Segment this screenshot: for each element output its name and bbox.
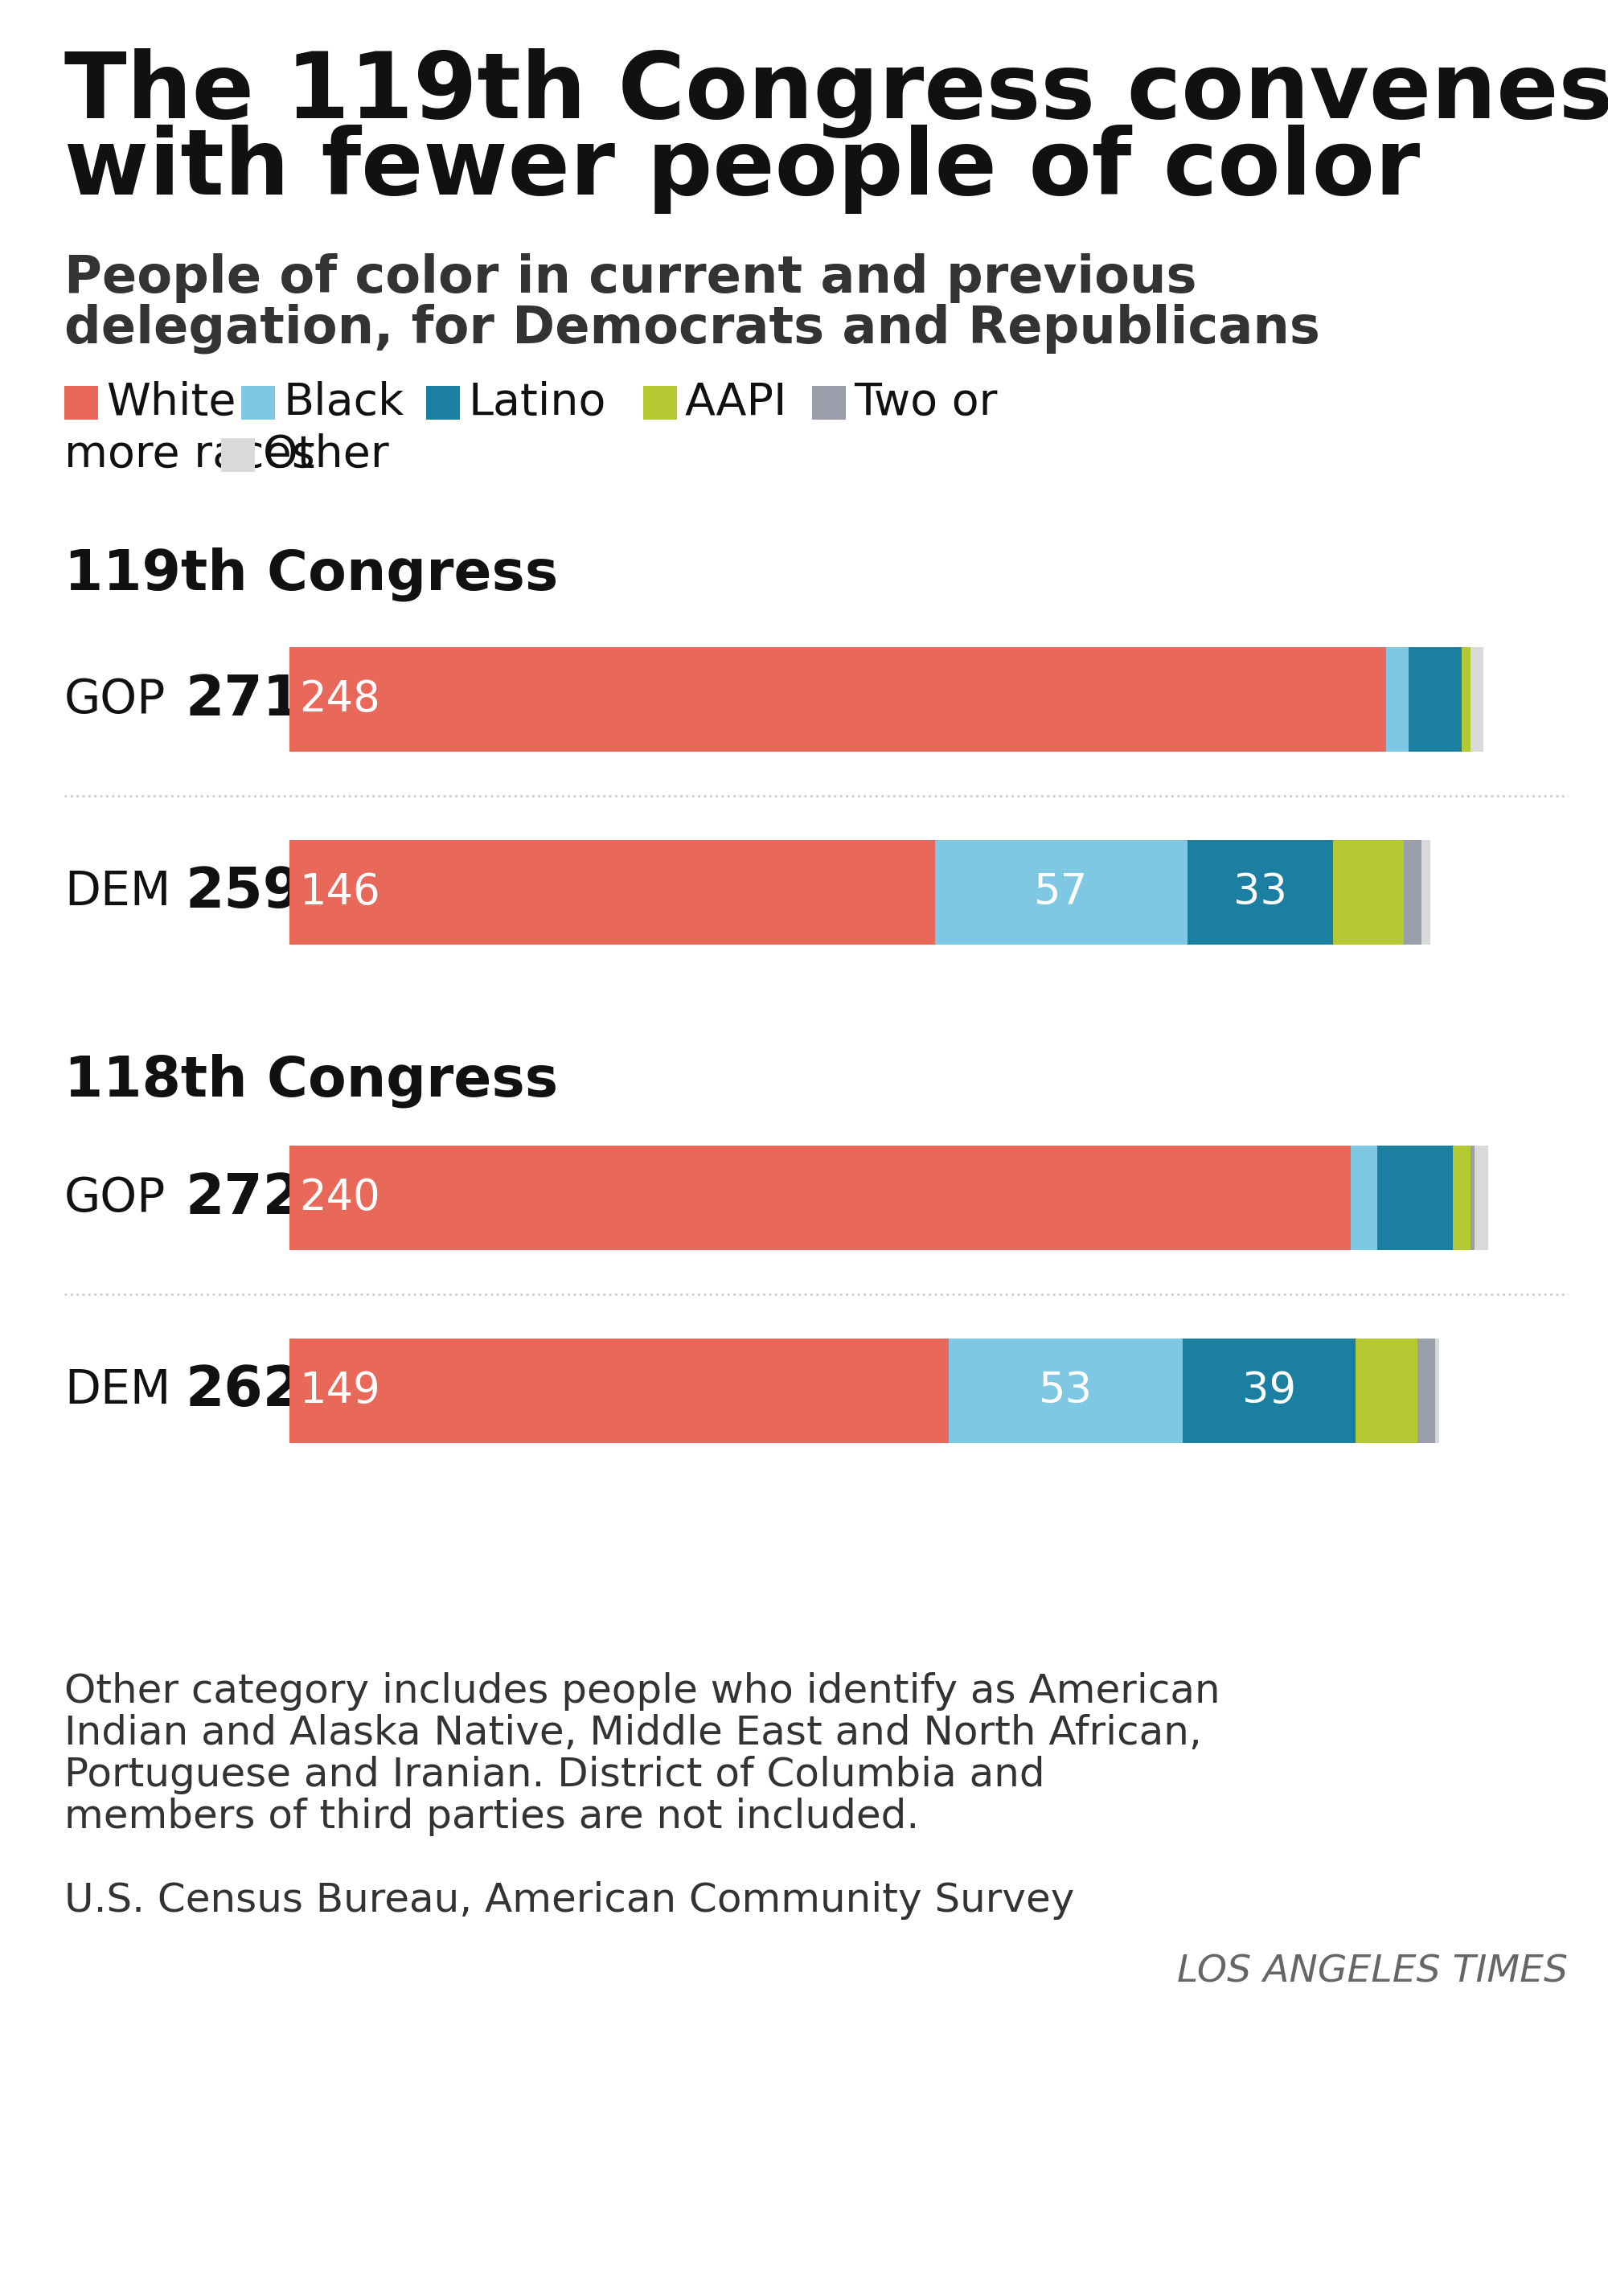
Text: GOP: GOP [64, 677, 166, 723]
Text: AAPI: AAPI [685, 381, 788, 425]
Bar [1475, 1146, 1487, 1249]
Text: GOP: GOP [64, 1176, 166, 1221]
Text: Other: Other [264, 434, 389, 478]
Text: People of color in current and previous: People of color in current and previous [64, 253, 1196, 303]
Bar [222, 439, 254, 473]
Text: White: White [106, 381, 236, 425]
Text: Latino: Latino [468, 381, 606, 425]
Bar [1351, 1146, 1376, 1249]
Bar [949, 1339, 1183, 1444]
Text: 53: 53 [1039, 1371, 1092, 1412]
Bar [812, 386, 846, 420]
Bar [1386, 647, 1409, 751]
Text: 272: 272 [185, 1171, 302, 1224]
Text: members of third parties are not included.: members of third parties are not include… [64, 1798, 920, 1837]
Bar [1183, 1339, 1356, 1444]
Text: more races: more races [64, 434, 315, 478]
Bar [1452, 1146, 1470, 1249]
Bar [1470, 647, 1483, 751]
Bar [1333, 840, 1404, 944]
Bar [64, 386, 98, 420]
Text: 39: 39 [1241, 1371, 1296, 1412]
Bar [1404, 840, 1421, 944]
Bar [936, 840, 1187, 944]
Text: Two or: Two or [854, 381, 997, 425]
Bar [1421, 840, 1431, 944]
Text: 33: 33 [1233, 872, 1286, 914]
Text: Indian and Alaska Native, Middle East and North African,: Indian and Alaska Native, Middle East an… [64, 1713, 1201, 1752]
Text: 119th Congress: 119th Congress [64, 546, 558, 602]
Bar [643, 386, 677, 420]
Text: U.S. Census Bureau, American Community Survey: U.S. Census Bureau, American Community S… [64, 1880, 1074, 1919]
Bar [289, 1339, 949, 1444]
Text: LOS ANGELES TIMES: LOS ANGELES TIMES [1177, 1954, 1568, 1991]
Bar [1376, 1146, 1452, 1249]
Text: 149: 149 [299, 1371, 379, 1412]
Bar [1434, 1339, 1439, 1444]
Text: 57: 57 [1034, 872, 1089, 914]
Text: 118th Congress: 118th Congress [64, 1054, 558, 1107]
Text: 271: 271 [185, 673, 301, 726]
Bar [1409, 647, 1462, 751]
Text: 248: 248 [299, 680, 379, 721]
Bar [1356, 1339, 1417, 1444]
Bar [1462, 647, 1470, 751]
Text: Portuguese and Iranian. District of Columbia and: Portuguese and Iranian. District of Colu… [64, 1756, 1045, 1795]
Text: 262: 262 [185, 1364, 302, 1417]
Text: 259: 259 [185, 866, 302, 918]
Text: with fewer people of color: with fewer people of color [64, 124, 1420, 214]
Text: 240: 240 [299, 1178, 379, 1219]
Bar [1417, 1339, 1434, 1444]
Bar [426, 386, 460, 420]
Bar [1470, 1146, 1475, 1249]
Text: delegation, for Democrats and Republicans: delegation, for Democrats and Republican… [64, 303, 1320, 354]
Bar [289, 1146, 1351, 1249]
Text: The 119th Congress convenes: The 119th Congress convenes [64, 48, 1608, 138]
Text: Black: Black [283, 381, 404, 425]
Bar [241, 386, 275, 420]
Bar [289, 647, 1386, 751]
Bar [289, 840, 936, 944]
Text: DEM: DEM [64, 870, 170, 916]
Text: Other category includes people who identify as American: Other category includes people who ident… [64, 1671, 1220, 1711]
Text: DEM: DEM [64, 1368, 170, 1414]
Bar [1187, 840, 1333, 944]
Text: 146: 146 [299, 872, 379, 914]
